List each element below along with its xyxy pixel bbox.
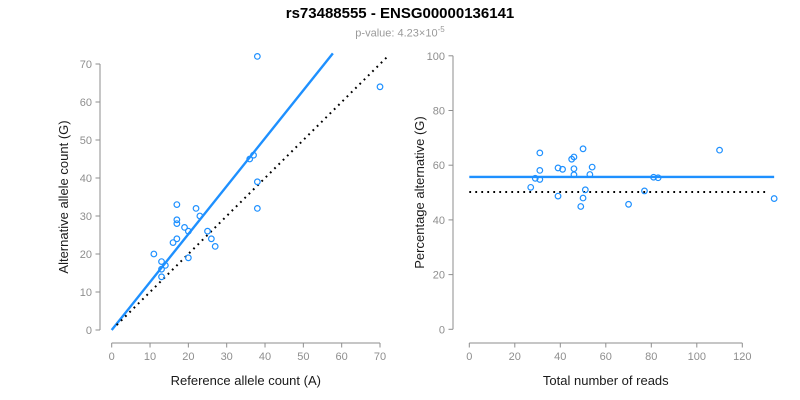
data-point (181, 223, 188, 231)
data-point (184, 227, 192, 235)
data-point (650, 173, 657, 181)
y-tick-label: 70 (80, 59, 92, 71)
x-tick-label: 120 (733, 351, 751, 363)
y-tick-label: 100 (427, 51, 445, 63)
y-axis-title: Percentage alternative (G) (412, 116, 427, 268)
data-point (211, 242, 219, 250)
data-point (161, 262, 169, 269)
data-point (654, 174, 662, 182)
data-point (253, 178, 261, 186)
data-point (150, 250, 158, 258)
data-point (196, 212, 204, 220)
data-point (158, 273, 165, 281)
data-point (376, 83, 384, 91)
data-point (554, 192, 562, 200)
y-tick-label: 50 (80, 135, 92, 147)
x-tick-label: 0 (109, 351, 115, 363)
y-tick-label: 80 (433, 106, 445, 118)
data-point (173, 220, 181, 228)
data-point (536, 176, 544, 183)
data-point (536, 149, 544, 157)
x-tick-label: 20 (509, 351, 521, 363)
data-point (625, 200, 632, 208)
data-point (554, 164, 562, 172)
x-tick-label: 20 (182, 351, 194, 363)
x-tick-label: 100 (688, 351, 706, 363)
y-tick-label: 20 (433, 270, 445, 282)
y-tick-label: 40 (80, 173, 92, 185)
x-axis-title: Reference allele count (A) (171, 373, 321, 388)
x-tick-label: 70 (374, 351, 386, 363)
data-point (579, 145, 587, 153)
data-point (588, 163, 596, 171)
y-tick-label: 30 (80, 211, 92, 223)
y-axis-title: Alternative allele count (G) (56, 120, 71, 273)
data-point (184, 254, 192, 262)
data-point (586, 171, 594, 178)
figure-subtitle: p-value: 4.23×10-5 (0, 25, 800, 40)
y-tick-label: 10 (80, 287, 92, 299)
data-point (536, 166, 544, 174)
figure-title: rs73488555 - ENSG00000136141 (285, 5, 515, 22)
x-axis-title: Total number of reads (543, 373, 669, 388)
data-point (204, 227, 211, 235)
y-tick-label: 60 (433, 160, 445, 172)
data-point (158, 258, 165, 266)
data-point (641, 187, 648, 195)
data-point (770, 195, 778, 202)
data-point (173, 216, 181, 224)
data-point (570, 171, 578, 179)
y-tick-label: 20 (80, 249, 92, 261)
y-tick-label: 0 (439, 324, 445, 336)
data-point (559, 165, 566, 173)
x-tick-label: 40 (259, 351, 271, 363)
x-tick-label: 80 (645, 351, 657, 363)
data-point (207, 235, 215, 243)
y-tick-label: 40 (433, 215, 445, 227)
data-point (716, 146, 723, 154)
data-point (253, 53, 261, 60)
p-value-exponent: -5 (437, 25, 445, 34)
x-tick-label: 30 (221, 351, 233, 363)
data-point (581, 186, 589, 194)
identity-line (115, 55, 389, 326)
data-point (253, 204, 261, 212)
regression-line (110, 52, 334, 331)
data-point (568, 155, 576, 163)
data-point (579, 194, 587, 202)
data-point (250, 151, 257, 159)
data-point (246, 155, 254, 163)
p-value-text: p-value: 4.23×10 (355, 27, 438, 40)
x-tick-label: 50 (297, 351, 309, 363)
data-point (527, 183, 535, 191)
data-point (158, 265, 165, 273)
data-point (577, 203, 585, 210)
x-tick-label: 10 (144, 351, 156, 363)
data-point (531, 174, 539, 182)
data-point (192, 204, 200, 212)
data-point (173, 235, 181, 243)
data-point (173, 201, 181, 209)
data-point (169, 239, 177, 247)
x-tick-label: 40 (554, 351, 566, 363)
y-tick-label: 0 (86, 325, 92, 337)
y-tick-label: 60 (80, 97, 92, 109)
x-tick-label: 60 (336, 351, 348, 363)
x-tick-label: 0 (466, 351, 472, 363)
x-tick-label: 60 (600, 351, 612, 363)
data-point (570, 165, 578, 173)
